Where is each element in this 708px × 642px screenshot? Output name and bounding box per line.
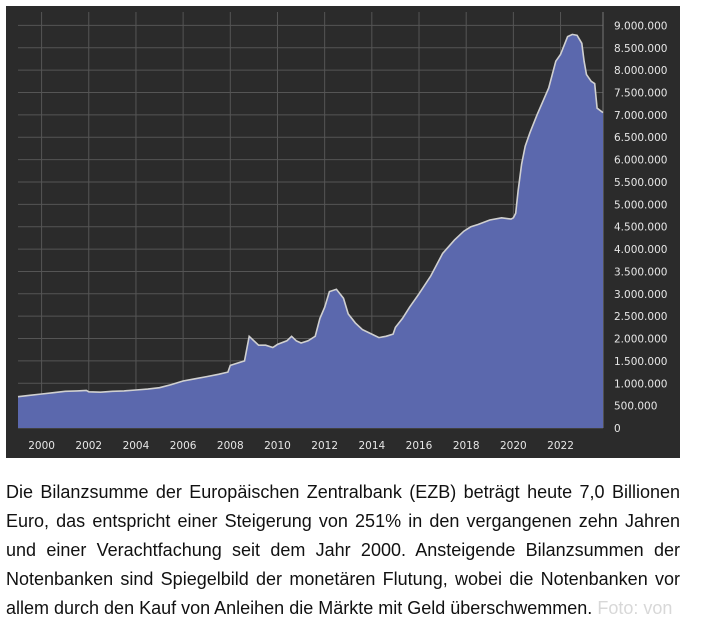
- y-tick-label: 5.000.000: [614, 199, 667, 211]
- chart-caption: Die Bilanzsumme der Europäischen Zentral…: [6, 478, 680, 623]
- y-tick-label: 1.000.000: [614, 378, 667, 390]
- caption-faded-credit: Foto: von: [597, 598, 673, 618]
- chart-panel: 0 500.000 1.000.000 1.500.000 2.000.000 2.500…: [6, 6, 680, 458]
- x-tick-label: 2018: [453, 440, 480, 452]
- ecb-balance-sheet-chart: 0 500.000 1.000.000 1.500.000 2.000.000 2.500…: [17, 12, 667, 452]
- x-tick-label: 2004: [123, 440, 150, 452]
- x-tick-label: 2000: [28, 440, 55, 452]
- y-tick-label: 5.500.000: [614, 177, 667, 189]
- y-tick-label: 9.000.000: [614, 20, 667, 32]
- y-tick-label: 6.500.000: [614, 132, 667, 144]
- series-area: [18, 34, 603, 429]
- y-tick-label: 4.000.000: [614, 244, 667, 256]
- x-tick-label: 2022: [547, 440, 574, 452]
- x-tick-label: 2010: [264, 440, 291, 452]
- y-tick-label: 8.500.000: [614, 43, 667, 55]
- x-tick-label: 2006: [170, 440, 197, 452]
- x-tick-label: 2008: [217, 440, 244, 452]
- y-tick-label: 6.000.000: [614, 155, 667, 167]
- x-tick-label: 2020: [500, 440, 527, 452]
- y-tick-label: 500.000: [614, 401, 657, 413]
- y-tick-label: 4.500.000: [614, 222, 667, 234]
- y-tick-label: 3.000.000: [614, 289, 667, 301]
- y-tick-label: 0: [614, 423, 621, 435]
- x-tick-label: 2016: [406, 440, 433, 452]
- y-tick-label: 7.500.000: [614, 88, 667, 100]
- y-tick-label: 2.000.000: [614, 334, 667, 346]
- x-tick-label: 2002: [75, 440, 102, 452]
- series-line: [17, 33, 604, 398]
- x-tick-label: 2012: [311, 440, 338, 452]
- y-tick-label: 1.500.000: [614, 356, 667, 368]
- x-tick-label: 2014: [358, 440, 385, 452]
- y-tick-label: 3.500.000: [614, 266, 667, 278]
- y-tick-label: 8.000.000: [614, 65, 667, 77]
- caption-text: Die Bilanzsumme der Europäischen Zentral…: [6, 482, 680, 618]
- y-tick-label: 7.000.000: [614, 110, 667, 122]
- y-tick-label: 2.500.000: [614, 311, 667, 323]
